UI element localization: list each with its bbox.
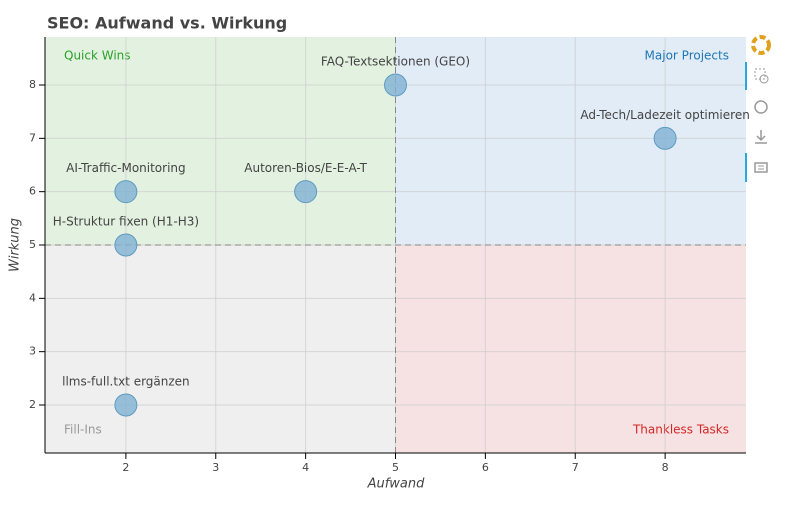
- point-label: AI-Traffic-Monitoring: [66, 161, 186, 175]
- x-tick-label: 2: [122, 461, 129, 474]
- quadrant-label: Fill-Ins: [64, 423, 102, 437]
- y-tick-label: 5: [29, 238, 36, 251]
- y-tick-label: 2: [29, 398, 36, 411]
- active-indicator: [745, 153, 747, 182]
- toolbar: [745, 35, 771, 182]
- y-tick-label: 7: [29, 131, 36, 144]
- quadrant: [45, 245, 396, 453]
- x-tick-label: 7: [572, 461, 579, 474]
- active-indicator: [745, 62, 747, 90]
- point: [653, 126, 677, 150]
- bokeh-logo: [751, 35, 771, 55]
- save-button[interactable]: [755, 130, 767, 144]
- point-label: Autoren-Bios/E-E-A-T: [244, 161, 367, 175]
- quadrant-label: Major Projects: [645, 49, 729, 63]
- quadrant: [395, 245, 746, 453]
- quadrant-label: Quick Wins: [64, 49, 131, 63]
- x-tick-label: 5: [392, 461, 399, 474]
- plot-area: Quick Wins Major Projects Fill-Ins Thankles…: [45, 37, 746, 453]
- chart-title: SEO: Aufwand vs. Wirkung: [47, 14, 287, 33]
- y-tick-label: 8: [29, 78, 36, 91]
- x-tick-label: 3: [212, 461, 219, 474]
- point-label: FAQ-Textsektionen (GEO): [321, 55, 470, 69]
- x-tick-label: 4: [302, 461, 309, 474]
- quadrant: [395, 37, 746, 245]
- y-tick-label: 3: [29, 345, 36, 358]
- y-tick-label: 4: [29, 291, 36, 304]
- x-tick-label: 6: [482, 461, 489, 474]
- box-zoom-button[interactable]: [754, 68, 769, 84]
- quadrant: [45, 37, 396, 245]
- hover-button[interactable]: [754, 162, 768, 173]
- x-axis-label: Aufwand: [367, 477, 426, 492]
- quadrant-label: Thankless Tasks: [632, 423, 729, 437]
- point-label: H-Struktur fixen (H1-H3): [53, 215, 199, 229]
- y-tick-label: 6: [29, 185, 36, 198]
- point-label: llms-full.txt ergänzen: [62, 375, 190, 389]
- y-axis-label: Wirkung: [8, 218, 23, 272]
- reset-button[interactable]: [754, 100, 768, 114]
- point: [114, 180, 138, 204]
- point-label: Ad-Tech/Ladezeit optimieren: [580, 108, 749, 122]
- point: [384, 73, 407, 97]
- point: [114, 393, 138, 417]
- x-tick-label: 8: [662, 461, 669, 474]
- point: [294, 180, 318, 204]
- point: [114, 233, 138, 257]
